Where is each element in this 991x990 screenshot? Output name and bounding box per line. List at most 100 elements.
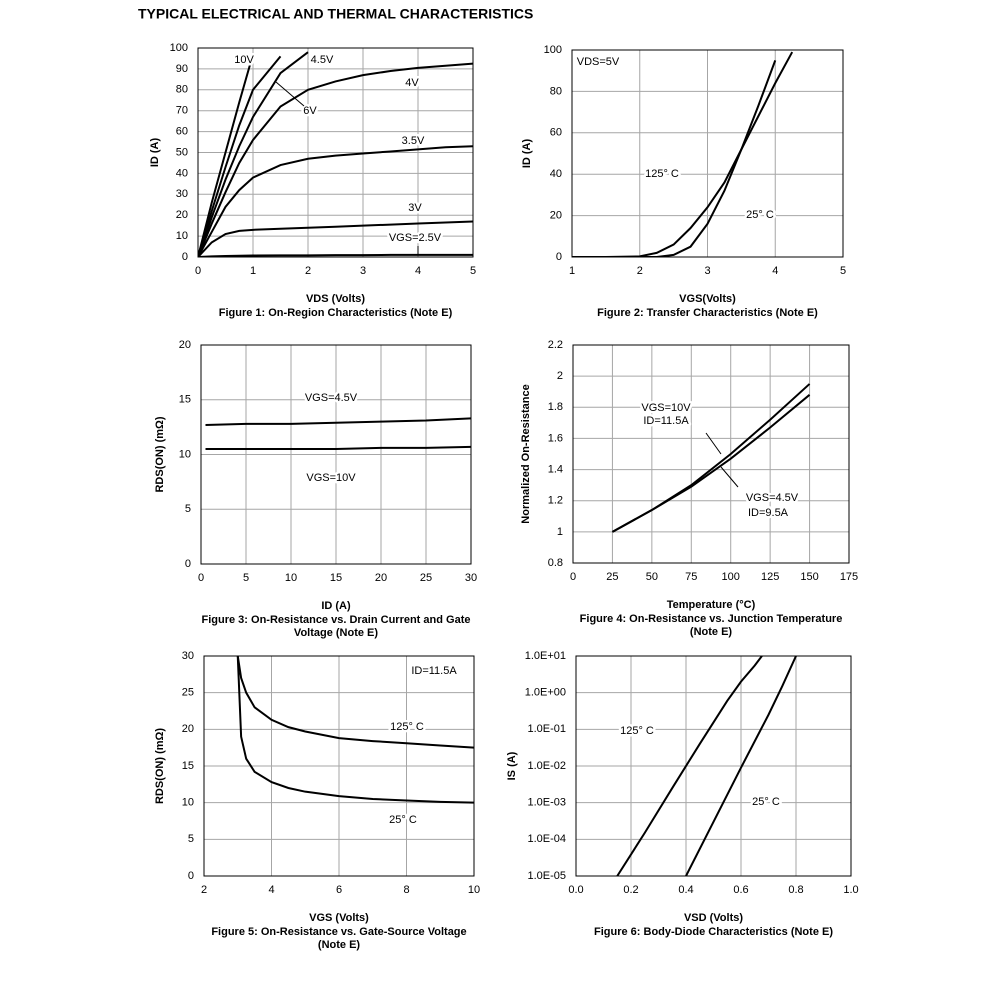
- y-axis-label: ID (A): [521, 139, 533, 169]
- series-line: [685, 656, 797, 876]
- series-line: [198, 220, 473, 257]
- x-tick-label: 2: [637, 265, 643, 277]
- chart: 0.0 0.2 0.4 0.6 0.8 1.0 1.0E-05 1.0E-04 1.0E-03 1…: [506, 650, 859, 938]
- x-tick-label: 3: [360, 265, 366, 277]
- y-tick-label: 1.0E-01: [527, 723, 566, 735]
- y-tick-label: 40: [176, 167, 188, 179]
- series-label: 6V: [303, 105, 317, 117]
- x-tick-label: 5: [470, 265, 476, 277]
- y-tick-label: 0: [556, 251, 562, 263]
- y-tick-label: 20: [182, 723, 194, 735]
- y-tick-label: 30: [182, 650, 194, 662]
- x-tick-label: 4: [268, 884, 274, 896]
- x-tick-label: 125: [761, 571, 779, 583]
- figure-caption: Figure 5: On-Resistance vs. Gate-Source …: [211, 926, 466, 938]
- y-tick-label: 10: [176, 230, 188, 242]
- x-tick-label: 10: [468, 884, 480, 896]
- x-tick-label: 50: [646, 571, 658, 583]
- y-axis-label: IS (A): [506, 751, 518, 780]
- series-label: 125° C: [620, 725, 654, 737]
- y-tick-label: 1.6: [548, 432, 563, 444]
- series-line: [198, 53, 254, 257]
- chart: 1 2 3 4 5 0 20 40 60 80 100 125° C 25° C VDS=5V VGS(Vo…: [521, 44, 846, 319]
- figure-caption: Figure 1: On-Region Characteristics (Not…: [219, 307, 453, 319]
- x-tick-label: 25: [420, 572, 432, 584]
- series-label: VGS=10V: [306, 472, 356, 484]
- series-label: VGS=10V: [641, 402, 691, 414]
- arrow: [720, 466, 739, 488]
- series-line: [572, 60, 777, 257]
- annotation: ID=9.5A: [748, 507, 789, 519]
- series-label: 10V: [234, 54, 254, 66]
- series-label: 4V: [405, 77, 419, 89]
- series-line: [198, 51, 309, 257]
- figure-caption: (Note E): [690, 626, 733, 638]
- x-axis-label: VGS (Volts): [309, 912, 369, 924]
- chart: 0 1 2 3 4 5010203040506070809010010V6V4.5V4V3…: [149, 42, 476, 319]
- x-axis-label: VSD (Volts): [684, 912, 743, 924]
- y-axis-label: Normalized On-Resistance: [520, 384, 532, 523]
- series-line: [205, 417, 471, 426]
- x-tick-label: 30: [465, 572, 477, 584]
- y-tick-label: 100: [170, 42, 188, 54]
- y-tick-label: 1.0E+00: [525, 687, 566, 699]
- figure-caption: Figure 6: Body-Diode Characteristics (No…: [594, 926, 833, 938]
- y-tick-label: 1.0E-04: [527, 833, 566, 845]
- x-tick-label: 0.2: [623, 884, 638, 896]
- x-tick-label: 75: [685, 571, 697, 583]
- arrow: [705, 432, 722, 455]
- series-line: [198, 55, 282, 257]
- x-tick-label: 0.0: [568, 884, 583, 896]
- y-tick-label: 80: [176, 84, 188, 96]
- plot-border: [203, 655, 475, 877]
- x-tick-label: 4: [772, 265, 778, 277]
- series-label: VGS=4.5V: [746, 492, 799, 504]
- y-tick-label: 10: [182, 797, 194, 809]
- x-tick-label: 6: [336, 884, 342, 896]
- y-tick-label: 0: [185, 558, 191, 570]
- x-tick-label: 175: [840, 571, 858, 583]
- series-line: [236, 656, 474, 749]
- y-tick-label: 80: [550, 85, 562, 97]
- y-tick-label: 20: [179, 339, 191, 351]
- y-tick-label: 15: [182, 760, 194, 772]
- plot-border: [571, 49, 844, 258]
- y-tick-label: 90: [176, 63, 188, 75]
- x-axis-label: Temperature (°C): [667, 599, 756, 611]
- figure-caption: Figure 4: On-Resistance vs. Junction Tem…: [580, 613, 843, 625]
- y-tick-label: 1: [557, 526, 563, 538]
- series-label: 125° C: [390, 721, 424, 733]
- y-tick-label: 1.4: [548, 463, 563, 475]
- plot-area: [573, 345, 849, 563]
- plot-border: [575, 655, 852, 877]
- y-axis-label: ID (A): [149, 138, 161, 168]
- figure-caption: Voltage (Note E): [294, 627, 378, 639]
- x-tick-label: 2: [305, 265, 311, 277]
- series-line: [205, 445, 471, 451]
- x-tick-label: 20: [375, 572, 387, 584]
- annotation: ID=11.5A: [643, 415, 689, 427]
- y-tick-label: 0: [188, 870, 194, 882]
- y-tick-label: 5: [185, 503, 191, 515]
- y-tick-label: 20: [176, 209, 188, 221]
- x-tick-label: 0.6: [733, 884, 748, 896]
- y-tick-label: 1.2: [548, 495, 563, 507]
- series-label: 4.5V: [311, 54, 334, 66]
- x-tick-label: 100: [722, 571, 740, 583]
- y-tick-label: 5: [188, 833, 194, 845]
- x-tick-label: 0.8: [788, 884, 803, 896]
- y-tick-label: 0: [182, 251, 188, 263]
- x-tick-label: 0: [570, 571, 576, 583]
- annotation: VDS=5V: [577, 56, 620, 68]
- x-tick-label: 5: [840, 265, 846, 277]
- x-tick-label: 1.0: [843, 884, 858, 896]
- x-axis-label: VGS(Volts): [679, 293, 736, 305]
- y-tick-label: 100: [544, 44, 562, 56]
- figure-caption: Figure 2: Transfer Characteristics (Note…: [597, 307, 818, 319]
- series-line: [198, 145, 473, 257]
- x-tick-label: 8: [403, 884, 409, 896]
- series-line: [611, 394, 811, 533]
- x-axis-label: VDS (Volts): [306, 293, 365, 305]
- x-tick-label: 15: [330, 572, 342, 584]
